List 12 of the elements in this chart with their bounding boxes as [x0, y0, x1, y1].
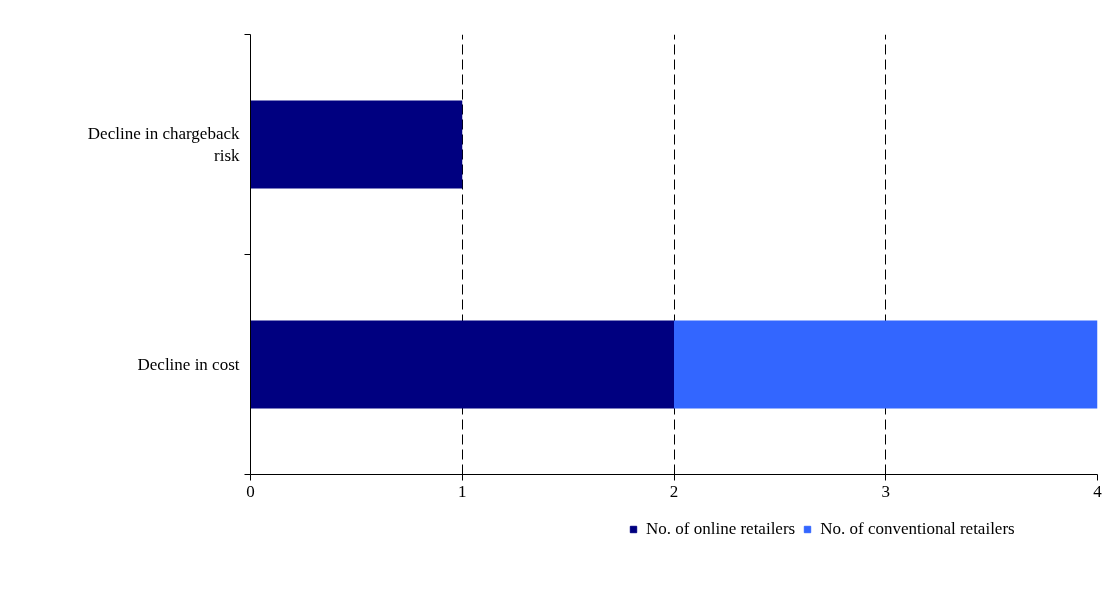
x-tick-label: 3	[881, 481, 890, 501]
x-tick-label: 4	[1093, 481, 1103, 501]
x-tick-label: 1	[458, 481, 467, 501]
legend-label: No. of online retailers	[646, 519, 796, 539]
bar	[250, 100, 463, 189]
bar	[250, 320, 674, 409]
y-tick-label: Decline in cost	[137, 355, 240, 374]
x-tick-label: 2	[669, 481, 679, 501]
x-tick-label: 0	[246, 481, 255, 501]
legend-label: No. of conventional retailers	[820, 519, 1015, 539]
bar	[674, 320, 1098, 409]
y-tick-label: Decline in chargeback risk	[87, 123, 240, 166]
